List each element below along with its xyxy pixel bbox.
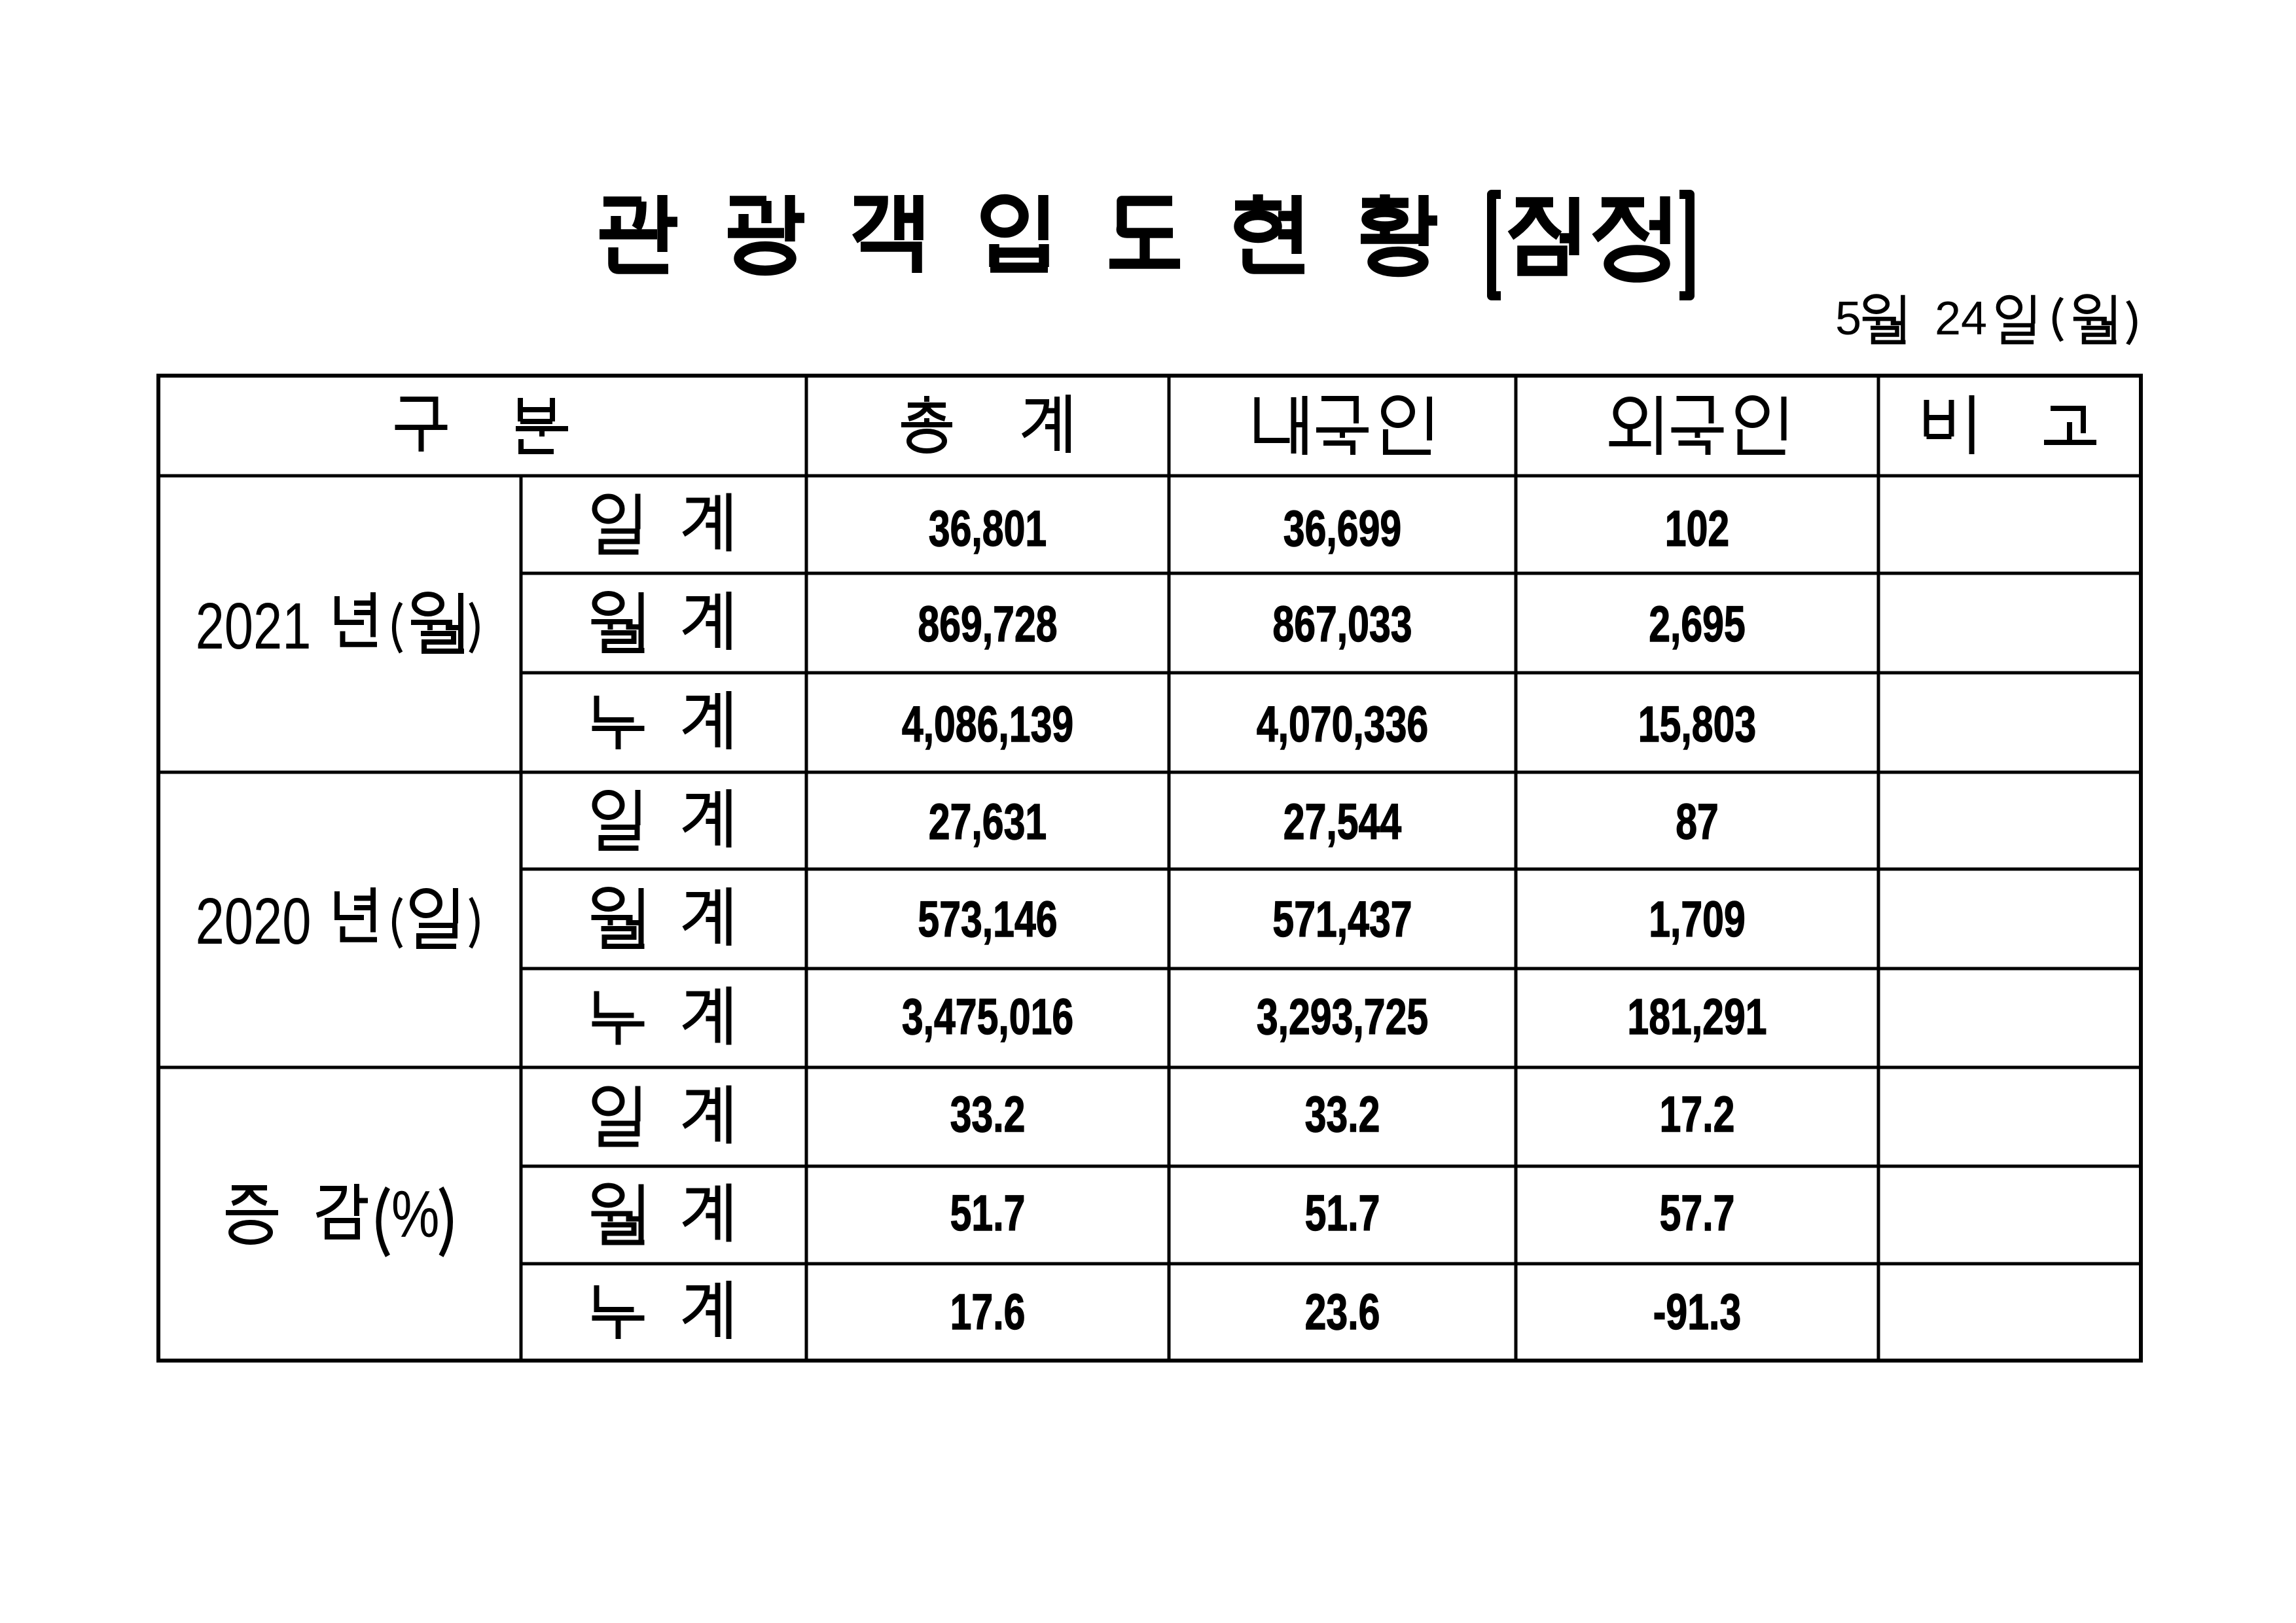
svg-text:24: 24 (1935, 293, 1987, 345)
svg-text:36,699: 36,699 (1283, 500, 1401, 556)
svg-text:869,728: 869,728 (918, 596, 1057, 652)
svg-text:3,475,016: 3,475,016 (902, 988, 1073, 1044)
svg-text:57.7: 57.7 (1660, 1185, 1735, 1241)
svg-text:1,709: 1,709 (1649, 891, 1746, 947)
svg-text:17.2: 17.2 (1660, 1086, 1735, 1142)
svg-text:27,544: 27,544 (1283, 793, 1401, 849)
svg-text:4,070,336: 4,070,336 (1257, 696, 1428, 752)
svg-text:2021: 2021 (196, 590, 312, 663)
svg-text:102: 102 (1665, 500, 1729, 556)
svg-text:2020: 2020 (196, 885, 312, 958)
svg-text:15,803: 15,803 (1638, 696, 1756, 752)
svg-text:5: 5 (1835, 293, 1861, 345)
svg-text:571,437: 571,437 (1272, 891, 1412, 947)
svg-text:2,695: 2,695 (1649, 596, 1746, 652)
svg-text:51.7: 51.7 (950, 1185, 1026, 1241)
svg-text:181,291: 181,291 (1627, 988, 1767, 1044)
svg-text:867,033: 867,033 (1272, 596, 1412, 652)
svg-text:23.6: 23.6 (1305, 1283, 1380, 1340)
svg-text:4,086,139: 4,086,139 (902, 696, 1073, 752)
svg-text:-91.3: -91.3 (1653, 1283, 1741, 1340)
svg-text:33.2: 33.2 (1305, 1086, 1380, 1142)
svg-text:33.2: 33.2 (950, 1086, 1026, 1142)
svg-text:27,631: 27,631 (929, 793, 1047, 849)
svg-text:3,293,725: 3,293,725 (1257, 988, 1428, 1044)
svg-text:36,801: 36,801 (929, 500, 1047, 556)
svg-text:87: 87 (1676, 793, 1719, 849)
svg-text:51.7: 51.7 (1305, 1185, 1380, 1241)
svg-text:17.6: 17.6 (950, 1283, 1026, 1340)
svg-text:573,146: 573,146 (918, 891, 1057, 947)
svg-text:%: % (391, 1177, 440, 1251)
